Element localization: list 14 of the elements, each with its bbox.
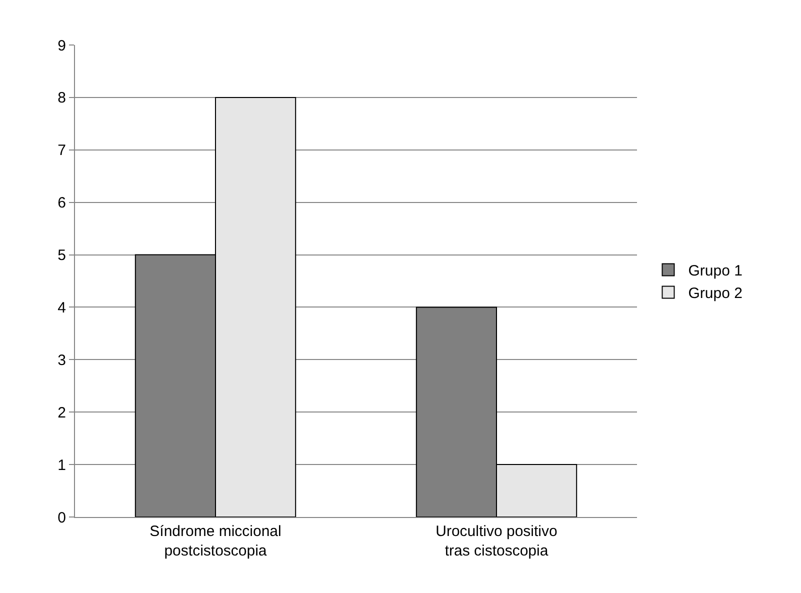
y-tick-label: 0 xyxy=(58,509,66,526)
y-tick-label: 2 xyxy=(58,404,66,422)
y-tick-label: 7 xyxy=(58,142,66,160)
y-tick-label: 9 xyxy=(58,37,66,54)
y-tick-label: 6 xyxy=(58,194,66,212)
y-tick-label: 3 xyxy=(58,352,66,369)
y-tick-label: 5 xyxy=(58,247,66,264)
y-tick-label: 4 xyxy=(58,299,66,316)
y-tick-label: 1 xyxy=(58,456,66,474)
y-tick-label: 8 xyxy=(58,90,66,107)
x-tick-label: Urocultivo positivo tras cistoscopia xyxy=(436,523,558,560)
legend-label: Grupo 1 xyxy=(688,262,742,280)
x-tick-label: Síndrome miccional postcistoscopia xyxy=(150,523,282,560)
legend-label: Grupo 2 xyxy=(688,285,742,302)
